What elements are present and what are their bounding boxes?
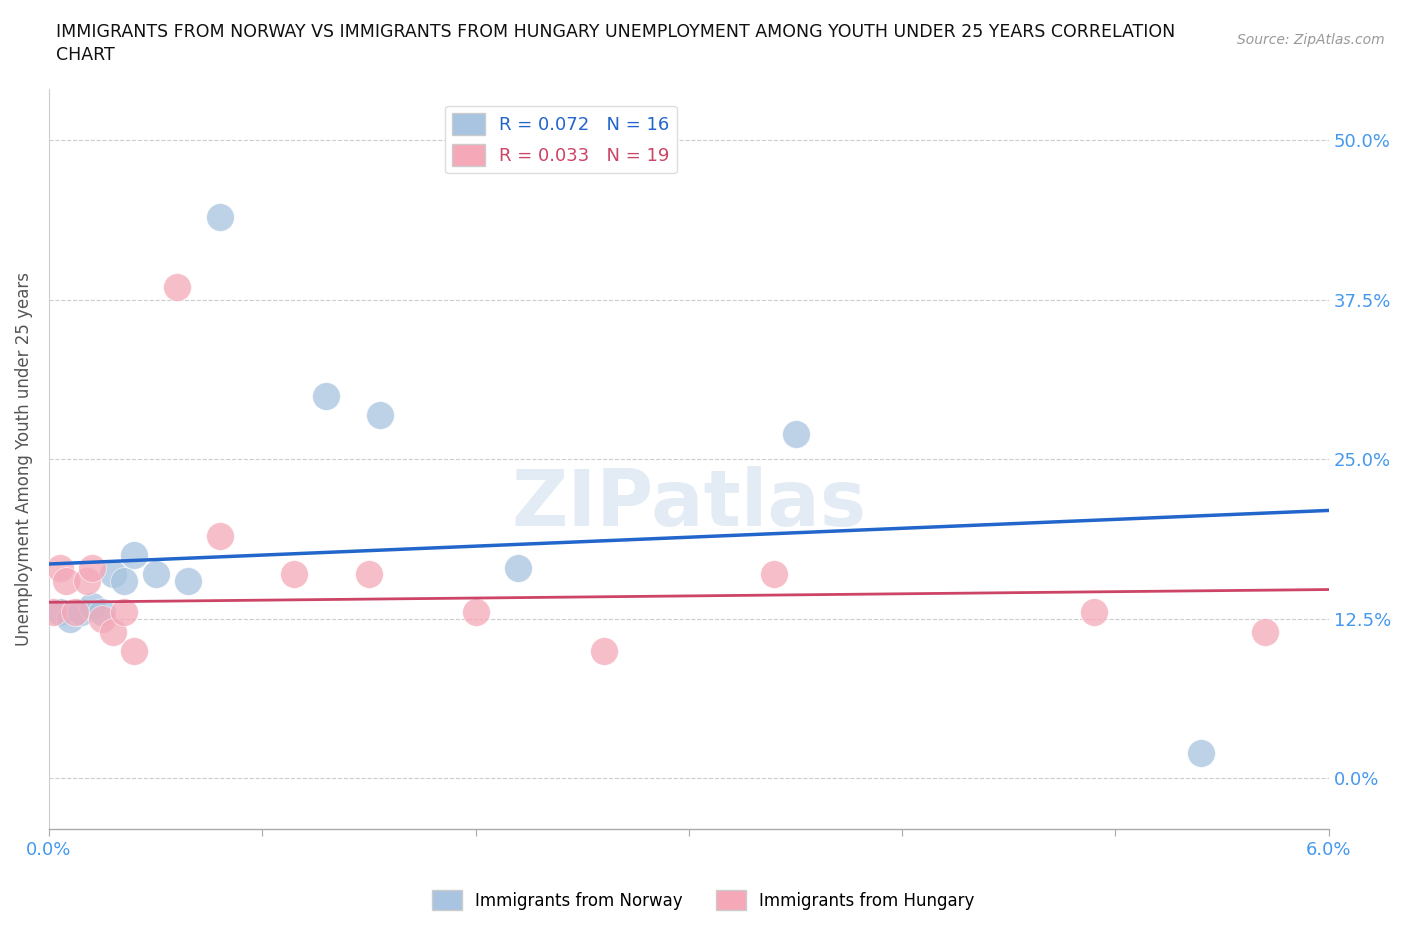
Point [48, 561, 70, 576]
Point [785, 427, 807, 442]
Point [124, 644, 146, 658]
Point [208, 528, 231, 543]
Point [63, 605, 86, 620]
Point [1083, 605, 1105, 620]
Point [592, 644, 614, 658]
Point [176, 573, 198, 588]
Point [59, 611, 82, 626]
Point [124, 548, 146, 563]
Point [112, 605, 135, 620]
Text: ZIPatlas: ZIPatlas [512, 466, 866, 542]
Point [112, 573, 135, 588]
Point [508, 561, 530, 576]
Point [1254, 624, 1277, 639]
Point [48, 605, 70, 620]
Point [55, 573, 77, 588]
Point [101, 566, 124, 581]
Point [145, 566, 167, 581]
Point [357, 566, 380, 581]
Point [208, 209, 231, 224]
Point [464, 605, 486, 620]
Point [1189, 746, 1212, 761]
Point [42, 605, 65, 620]
Point [763, 566, 786, 581]
Legend: R = 0.072   N = 16, R = 0.033   N = 19: R = 0.072 N = 16, R = 0.033 N = 19 [446, 106, 676, 173]
Text: IMMIGRANTS FROM NORWAY VS IMMIGRANTS FROM HUNGARY UNEMPLOYMENT AMONG YOUTH UNDER: IMMIGRANTS FROM NORWAY VS IMMIGRANTS FRO… [56, 23, 1175, 41]
Y-axis label: Unemployment Among Youth under 25 years: Unemployment Among Youth under 25 years [15, 272, 32, 646]
Point [91, 611, 114, 626]
Point [80, 599, 103, 614]
Point [101, 624, 124, 639]
Point [283, 566, 305, 581]
Point [80, 561, 103, 576]
Point [315, 388, 337, 403]
Point [91, 605, 114, 620]
Text: Source: ZipAtlas.com: Source: ZipAtlas.com [1237, 33, 1385, 46]
Legend: Immigrants from Norway, Immigrants from Hungary: Immigrants from Norway, Immigrants from … [425, 884, 981, 917]
Point [166, 280, 188, 295]
Text: CHART: CHART [56, 46, 115, 64]
Point [76, 573, 98, 588]
Point [368, 407, 391, 422]
Point [70, 605, 93, 620]
